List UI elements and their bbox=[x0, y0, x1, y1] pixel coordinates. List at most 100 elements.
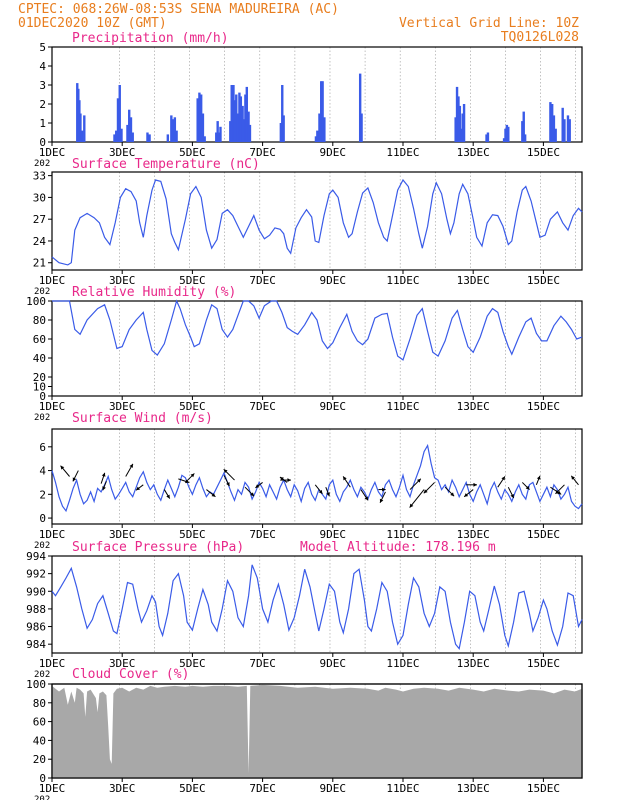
precip-bar bbox=[504, 128, 507, 142]
y-tick-label: 990 bbox=[26, 585, 46, 598]
plot-frame bbox=[51, 428, 583, 525]
precip-bar bbox=[113, 134, 116, 142]
precip-bar bbox=[235, 94, 238, 142]
precip-bar bbox=[318, 113, 321, 142]
y-tick-label: 100 bbox=[26, 678, 46, 691]
y-tick-label: 20 bbox=[33, 371, 46, 384]
precip-bar bbox=[170, 115, 173, 142]
precip-bar bbox=[199, 94, 203, 142]
wind-arrow bbox=[244, 486, 255, 497]
precip-bar bbox=[552, 115, 556, 142]
y-tick-label: 992 bbox=[26, 568, 46, 581]
precip-bar bbox=[566, 115, 570, 142]
wind-arrow bbox=[60, 465, 70, 477]
x-tick-label: 15DEC bbox=[527, 528, 560, 541]
precip-bar bbox=[486, 132, 490, 142]
wind-arrow bbox=[223, 468, 235, 481]
wind-arrow bbox=[409, 478, 422, 490]
precip-bar bbox=[230, 85, 233, 142]
y-tick-label: 988 bbox=[26, 603, 46, 616]
panel-title: Surface Wind (m/s) bbox=[72, 411, 213, 426]
precip-bar bbox=[83, 115, 86, 142]
series-line bbox=[51, 443, 583, 513]
x-tick-label: 7DEC bbox=[249, 146, 276, 159]
precip-bar bbox=[507, 126, 510, 142]
x-tick-label: 13DEC bbox=[457, 782, 490, 795]
precip-bar bbox=[116, 98, 120, 142]
precip-bar bbox=[454, 117, 457, 142]
y-tick-label: 994 bbox=[26, 550, 46, 563]
wind-arrow bbox=[378, 487, 386, 492]
y-tick-label: 986 bbox=[26, 621, 46, 634]
plot-frame bbox=[51, 683, 583, 779]
x-tick-label: 15DEC bbox=[527, 782, 560, 795]
x-tick-label: 9DEC bbox=[320, 400, 347, 413]
y-tick-label: 1 bbox=[39, 117, 46, 130]
y-tick-label: 40 bbox=[33, 734, 46, 747]
precip-bar bbox=[201, 113, 205, 142]
x-tick-label: 11DEC bbox=[386, 274, 419, 287]
wind-arrow bbox=[444, 486, 455, 497]
wind-arrow bbox=[185, 473, 195, 483]
wind-arrow bbox=[314, 484, 323, 495]
wind-arrow bbox=[135, 484, 144, 491]
x-tick-label: 7DEC bbox=[249, 782, 276, 795]
header-date: 01DEC2020 10Z (GMT) bbox=[18, 16, 167, 31]
y-tick-label: 40 bbox=[33, 352, 46, 365]
precip-bar bbox=[279, 123, 283, 142]
x-tick-label: 5DEC bbox=[179, 274, 206, 287]
precip-bar bbox=[171, 119, 175, 142]
x-tick-label: 5DEC bbox=[179, 528, 206, 541]
panel-title: Relative Humidity (%) bbox=[72, 285, 236, 300]
x-tick-label: 13DEC bbox=[457, 146, 490, 159]
panel-1: Precipitation (mm/h) 0 1 2 3 4 5 1DEC 3DEC 5DEC 7D… bbox=[34, 31, 583, 169]
precip-bar bbox=[457, 96, 460, 142]
x-tick-label: 3DEC bbox=[109, 782, 136, 795]
precip-bar bbox=[198, 92, 201, 142]
plot-frame bbox=[51, 555, 583, 654]
y-tick-label: 100 bbox=[26, 295, 46, 308]
panel-2: Surface Temperature (nC) 21 24 27 30 33 1DEC 3D… bbox=[33, 157, 583, 297]
precip-bar bbox=[229, 121, 232, 142]
x-tick-label: 1DEC bbox=[39, 400, 66, 413]
precip-bar bbox=[216, 121, 219, 142]
x-tick-label: 7DEC bbox=[249, 528, 276, 541]
precip-bar bbox=[232, 85, 235, 142]
precip-bar bbox=[244, 94, 247, 142]
precip-bar bbox=[233, 100, 237, 142]
x-tick-label: 11DEC bbox=[386, 657, 419, 670]
wind-arrow bbox=[279, 476, 288, 483]
precip-bar bbox=[358, 73, 362, 142]
x-tick-label: 1DEC bbox=[39, 528, 66, 541]
wind-arrow bbox=[102, 481, 107, 491]
precip-bar bbox=[173, 117, 177, 142]
x-tick-label: 3DEC bbox=[109, 528, 136, 541]
wind-arrow bbox=[325, 487, 330, 497]
precip-bar bbox=[203, 136, 206, 142]
wind-arrow bbox=[379, 491, 386, 503]
precip-bar bbox=[166, 134, 170, 142]
wind-arrow bbox=[206, 489, 216, 498]
precip-bar bbox=[175, 130, 178, 142]
y-tick-label: 3 bbox=[39, 79, 46, 92]
wind-arrow bbox=[423, 482, 435, 494]
x-tick-label: 15DEC bbox=[527, 657, 560, 670]
y-tick-label: 27 bbox=[33, 213, 46, 226]
year-label: 202 bbox=[34, 795, 50, 800]
y-tick-label: 0 bbox=[39, 772, 46, 785]
precip-bar bbox=[79, 113, 82, 142]
x-tick-label: 13DEC bbox=[457, 528, 490, 541]
wind-arrow bbox=[72, 470, 79, 482]
x-tick-label: 9DEC bbox=[320, 657, 347, 670]
wind-arrow bbox=[507, 486, 515, 499]
precip-bar bbox=[462, 104, 466, 142]
plot-frame bbox=[51, 300, 583, 397]
year-label: 202 bbox=[34, 159, 50, 169]
y-tick-label: 0 bbox=[39, 136, 46, 149]
precip-bar bbox=[217, 132, 221, 142]
precip-bar bbox=[455, 86, 459, 142]
precip-bar bbox=[360, 113, 363, 142]
series-line bbox=[52, 299, 583, 361]
precip-bar bbox=[554, 128, 557, 142]
year-label: 202 bbox=[34, 670, 50, 680]
